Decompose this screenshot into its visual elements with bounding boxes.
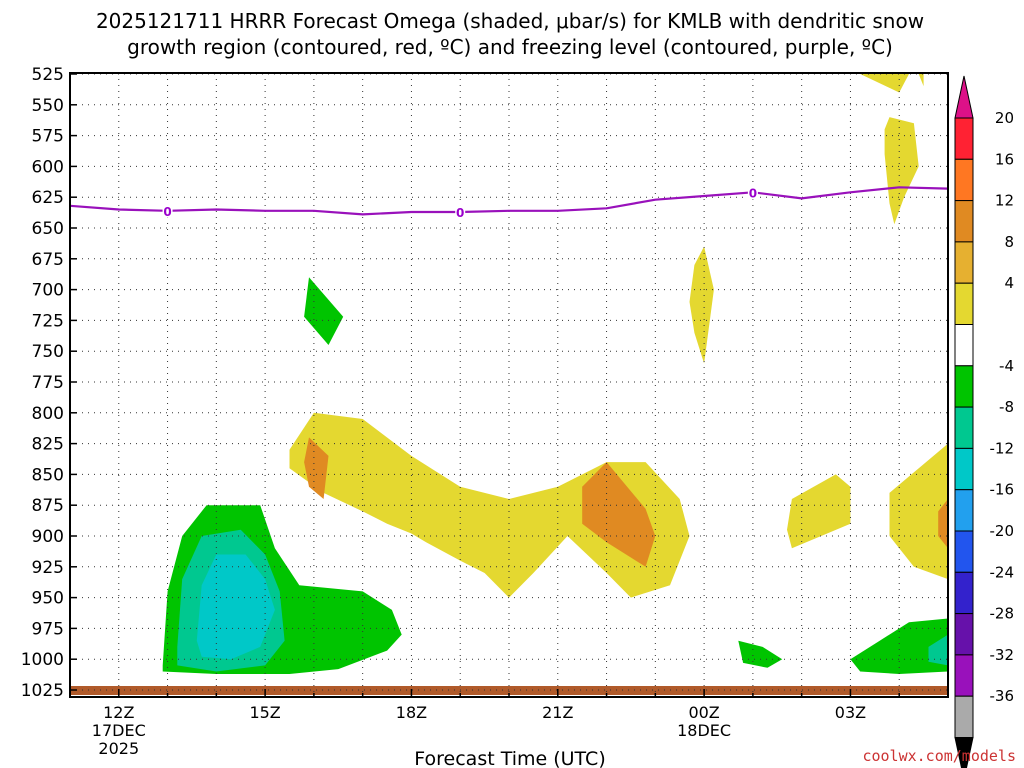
colorbar-tick--8: -8 — [999, 398, 1014, 416]
colorbar-band-5 — [954, 324, 974, 367]
y-tick-label-925: 925 — [32, 558, 64, 578]
colorbar: 20 16 12 8 4 -4 -8 -12 -16 -20 -24 -28 -32 -36 — [954, 75, 1015, 768]
colorbar-band-2 — [954, 200, 974, 243]
y-tick-label-850: 850 — [32, 465, 64, 485]
omega-region-0 — [860, 74, 909, 93]
y-tick-label-750: 750 — [32, 342, 64, 362]
x-tick-label-12-1: 18DEC — [677, 721, 731, 740]
omega-region-7 — [582, 462, 656, 567]
colorbar-band-13 — [954, 654, 974, 697]
y-tick-label-1000: 1000 — [21, 650, 64, 670]
omega-region-9 — [889, 443, 948, 580]
omega-region-4 — [304, 277, 344, 345]
y-tick-label-650: 650 — [32, 219, 64, 239]
omega-region-2 — [884, 117, 919, 225]
omega-region-5 — [289, 412, 690, 598]
y-tick-label-575: 575 — [32, 127, 64, 147]
colorbar-band-12 — [954, 613, 974, 656]
y-tick-label-950: 950 — [32, 589, 64, 609]
colorbar-tick-20: 20 — [995, 109, 1014, 127]
colorbar-band-7 — [954, 406, 974, 449]
omega-region-15 — [850, 618, 948, 674]
colorbar-tick--12: -12 — [990, 439, 1015, 457]
omega-region-14 — [738, 640, 783, 668]
y-tick-label-900: 900 — [32, 527, 64, 547]
colorbar-tick-4: 4 — [1004, 274, 1014, 292]
credit-text: coolwx.com/models — [862, 747, 1016, 765]
x-tick-label-15-0: 03Z — [835, 703, 866, 722]
colorbar-band-4 — [954, 282, 974, 326]
y-tick-label-775: 775 — [32, 373, 64, 393]
colorbar-tick-8: 8 — [1004, 233, 1014, 251]
freezing-level-label-0: 0 — [163, 205, 171, 219]
grid-lines — [70, 73, 948, 697]
omega-region-3 — [689, 246, 714, 364]
freezing-label-bg-0 — [162, 203, 173, 218]
y-tick-label-525: 525 — [32, 65, 64, 85]
chart-title-line1: 2025121711 HRRR Forecast Omega (shaded, … — [96, 9, 924, 33]
freezing-label-bg-2 — [747, 185, 758, 200]
y-tick-label-600: 600 — [32, 157, 64, 177]
omega-region-1 — [918, 74, 924, 87]
x-tick-label-0-1: 17DEC — [92, 721, 146, 740]
colorbar-tick-16: 16 — [995, 150, 1014, 168]
omega-region-16 — [928, 634, 948, 666]
colorbar-band-1 — [954, 158, 974, 202]
freezing-level-label-2: 0 — [749, 186, 757, 200]
y-tick-label-1025: 1025 — [21, 681, 64, 701]
colorbar-band-11 — [954, 571, 974, 615]
y-tick-label-625: 625 — [32, 188, 64, 208]
chart-title-line2: growth region (contoured, red, ºC) and f… — [127, 35, 893, 59]
y-tick-label-975: 975 — [32, 619, 64, 639]
colorbar-tick--16: -16 — [990, 481, 1015, 499]
x-axis-label: Forecast Time (UTC) — [414, 748, 605, 768]
colorbar-band-9 — [954, 489, 974, 532]
colorbar-band-6 — [954, 365, 974, 408]
freezing-label-bg-1 — [455, 204, 466, 219]
y-tick-label-825: 825 — [32, 435, 64, 455]
y-tick-label-800: 800 — [32, 404, 64, 424]
colorbar-band-8 — [954, 447, 974, 491]
omega-region-8 — [787, 474, 851, 549]
colorbar-tick-12: 12 — [995, 192, 1014, 210]
colorbar-bottom-arrow — [954, 737, 974, 768]
y-tick-label-550: 550 — [32, 96, 64, 116]
colorbar-tick--4: -4 — [999, 357, 1014, 375]
colorbar-tick--32: -32 — [990, 646, 1015, 664]
freezing-level-line — [70, 186, 948, 216]
y-axis-ticks: 525 550 575 600 625 650 675 700 725 750 775 800 825 8… — [21, 65, 77, 701]
omega-region-13 — [196, 554, 275, 660]
omega-region-6 — [304, 437, 329, 499]
colorbar-tick--20: -20 — [990, 522, 1015, 540]
freezing-level-layer: 0 0 0 — [70, 185, 948, 220]
y-tick-label-675: 675 — [32, 250, 64, 270]
x-tick-label-12-0: 00Z — [688, 703, 719, 722]
colorbar-band-14 — [954, 695, 974, 739]
x-tick-label-0-2: 2025 — [98, 739, 139, 758]
y-tick-label-875: 875 — [32, 496, 64, 516]
colorbar-tick--24: -24 — [990, 563, 1015, 581]
colorbar-tick--36: -36 — [990, 687, 1015, 705]
x-tick-label-9-0: 21Z — [542, 703, 573, 722]
x-tick-label-3-0: 15Z — [249, 703, 280, 722]
freezing-level-label-1: 0 — [456, 206, 464, 220]
omega-shading — [70, 74, 948, 695]
colorbar-band-10 — [954, 530, 974, 573]
y-tick-label-700: 700 — [32, 281, 64, 301]
x-tick-label-6-0: 18Z — [396, 703, 427, 722]
colorbar-tick--28: -28 — [990, 605, 1015, 623]
y-tick-label-725: 725 — [32, 311, 64, 331]
colorbar-band-3 — [954, 241, 974, 284]
colorbar-top-arrow — [954, 75, 974, 119]
colorbar-band-0 — [954, 117, 974, 160]
x-tick-label-0-0: 12Z — [103, 703, 134, 722]
